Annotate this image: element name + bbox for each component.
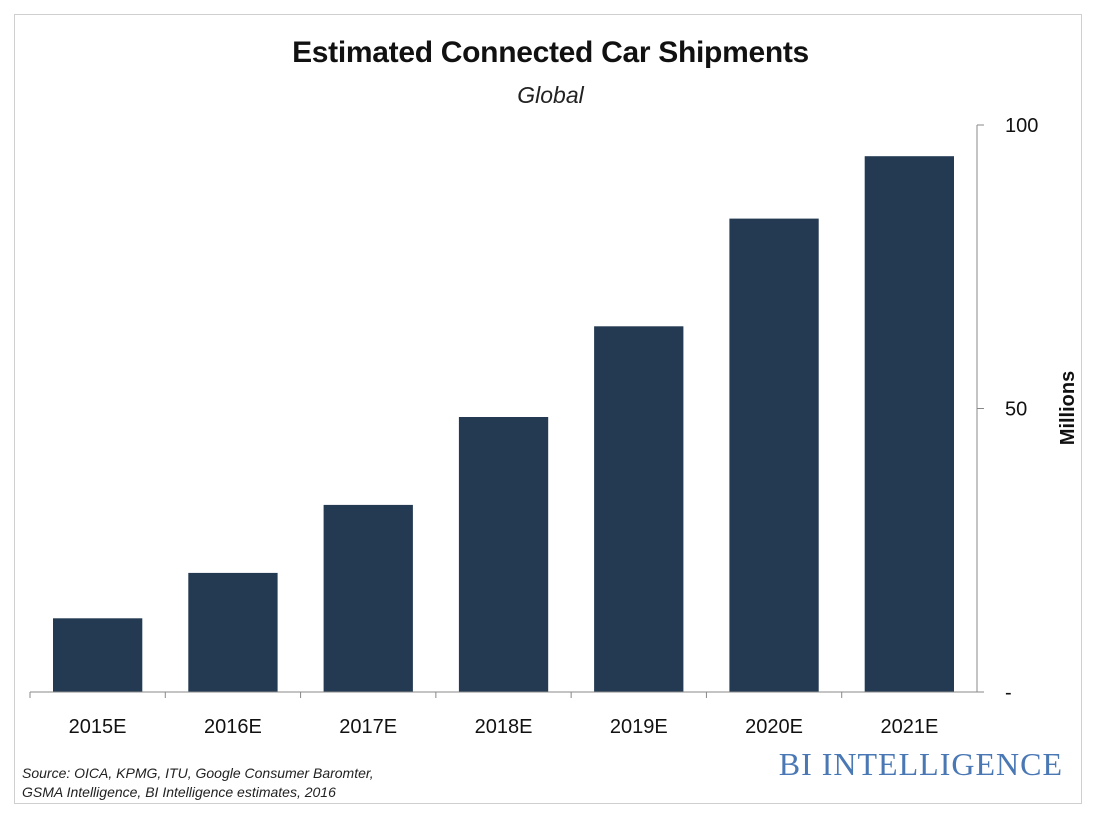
x-tick-labels: 2015E 2016E 2017E 2018E 2019E 2020E 2021E (69, 716, 939, 738)
x-tick-label: 2017E (339, 716, 397, 738)
bar-2020E (729, 218, 819, 692)
bar-2021E (864, 156, 954, 692)
x-tick-label: 2016E (204, 716, 262, 738)
x-tick-label: 2019E (610, 716, 668, 738)
bar-2017E (323, 504, 413, 692)
x-tick-label: 2015E (69, 716, 127, 738)
y-tick-label: 100 (1005, 115, 1038, 137)
bar-2019E (594, 326, 684, 692)
y-tick-label: 50 (1005, 399, 1027, 421)
y-axis-label: Millions (1057, 371, 1079, 445)
x-tick-label: 2021E (880, 716, 938, 738)
bar-2016E (188, 572, 278, 692)
y-tick-labels: - 50 100 (1005, 115, 1038, 704)
bar-2015E (53, 618, 143, 692)
bars-group (53, 156, 954, 692)
bar-2018E (458, 417, 549, 692)
x-tick-label: 2020E (745, 716, 803, 738)
source-note: Source: OICA, KPMG, ITU, Google Consumer… (22, 764, 442, 802)
brand-logo: BI INTELLIGENCE (778, 746, 1063, 782)
source-line-2: GSMA Intelligence, BI Intelligence estim… (22, 784, 336, 800)
chart-subtitle: Global (517, 82, 584, 108)
y-tick-label: - (1005, 682, 1012, 704)
x-tick-label: 2018E (475, 716, 533, 738)
axes-group (29, 124, 984, 698)
chart-title: Estimated Connected Car Shipments (292, 36, 809, 69)
source-line-1: Source: OICA, KPMG, ITU, Google Consumer… (22, 765, 374, 781)
